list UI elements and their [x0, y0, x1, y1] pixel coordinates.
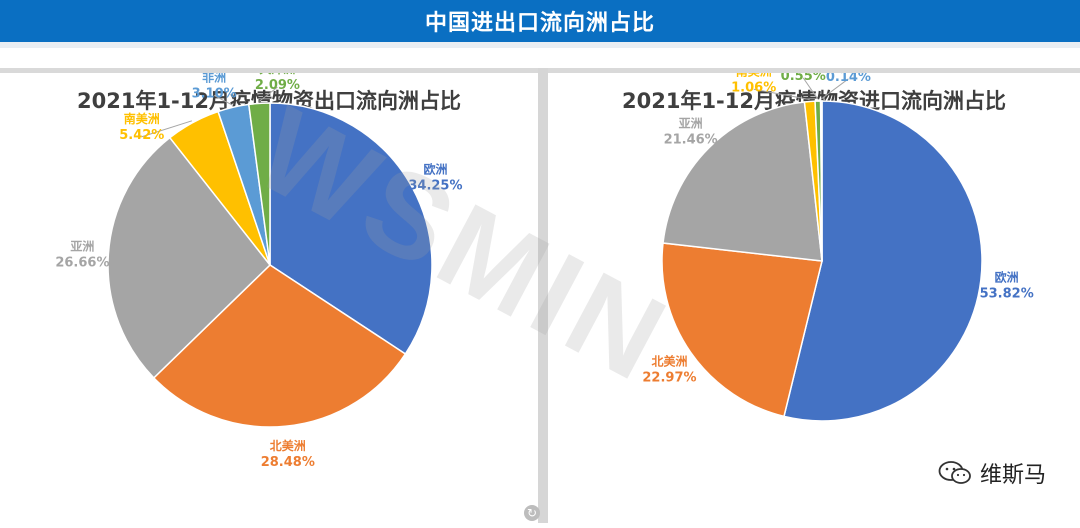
pie-slice-oceania	[247, 102, 271, 266]
refresh-icon[interactable]: ↻	[524, 505, 540, 521]
page-title: 中国进出口流向洲占比	[424, 11, 655, 36]
slice-label-south-america: 南美洲	[736, 73, 772, 78]
slice-label-north-america: 北美洲	[270, 438, 306, 453]
export-pie-chart: 欧洲 34.25% 北美洲 28.48% 亚洲 26.66% 南美洲 5.42% 非洲 3.10%…	[55, 73, 462, 470]
leader-line-oceania	[258, 86, 278, 102]
leader-line-africa	[820, 78, 849, 100]
slice-label-europe: 欧洲	[423, 162, 447, 177]
pie-slice-asia	[662, 101, 823, 262]
leader-line-oceania	[802, 77, 819, 100]
slice-label-asia: 亚洲	[679, 116, 703, 130]
slice-value-south-america: 5.42%	[119, 128, 164, 143]
brand-name: 维斯马	[979, 463, 1046, 488]
pie-slice-north-america	[152, 264, 407, 428]
export-chart-panel: 2021年1-12月疫情物资出口流向洲占比 欧洲 34.25% 北美洲 28.48% 亚…	[0, 68, 538, 528]
slice-label-europe: 欧洲	[995, 269, 1019, 284]
wechat-icon	[938, 461, 971, 484]
slice-label-north-america: 北美洲	[651, 353, 687, 368]
import-pie-chart: 欧洲53.82%北美洲22.97%亚洲21.46%南美洲1.06%大洋洲0.55…	[642, 73, 1034, 422]
slice-value-asia: 26.66%	[55, 255, 109, 270]
leader-line-south-america	[753, 88, 810, 100]
slice-label-south-america: 南美洲	[124, 111, 160, 126]
slice-value-oceania: 0.55%	[781, 73, 826, 84]
slice-value-europe: 53.82%	[980, 286, 1034, 301]
pie-slice-asia	[107, 136, 272, 379]
leader-line-africa	[213, 94, 234, 106]
slice-value-asia: 21.46%	[664, 132, 718, 147]
slice-label-asia: 亚洲	[70, 239, 94, 253]
slice-label-africa: 非洲	[202, 73, 226, 84]
panel-divider	[538, 68, 548, 523]
header-rule	[0, 42, 1080, 48]
slice-value-south-america: 1.06%	[731, 80, 776, 95]
slice-value-africa: 0.14%	[826, 73, 871, 85]
pie-slice-europe	[783, 100, 983, 422]
pie-slice-north-america	[661, 242, 823, 418]
leader-line-south-america	[141, 120, 193, 138]
page-header: 中国进出口流向洲占比	[0, 0, 1080, 42]
slice-value-europe: 34.25%	[408, 179, 462, 194]
slice-label-oceania: 大洋洲	[259, 73, 295, 76]
slice-value-oceania: 2.09%	[255, 78, 300, 93]
slice-value-north-america: 28.48%	[261, 455, 315, 470]
pie-slice-africa	[819, 100, 823, 262]
brand-mark: 维斯马	[938, 457, 1046, 489]
import-chart-panel: 2021年1-12月疫情物资进口流向洲占比 欧洲53.82%北美洲22.97%亚…	[548, 68, 1080, 528]
slice-value-north-america: 22.97%	[642, 370, 696, 385]
slice-value-africa: 3.10%	[192, 86, 237, 101]
